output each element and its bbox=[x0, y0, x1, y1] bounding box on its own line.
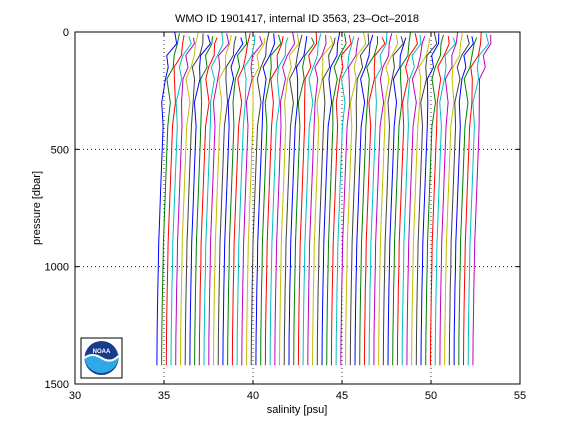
x-tick-label: 30 bbox=[69, 390, 81, 402]
profile-line bbox=[463, 31, 482, 366]
profile-line bbox=[387, 37, 407, 366]
profile-line bbox=[227, 31, 248, 366]
profile-line bbox=[415, 31, 438, 366]
profile-line bbox=[448, 34, 470, 366]
profile-line bbox=[180, 31, 199, 366]
profile-line bbox=[453, 36, 474, 366]
x-axis-label: salinity [psu] bbox=[267, 404, 328, 416]
profile-line bbox=[345, 31, 367, 366]
profile-line bbox=[406, 36, 426, 366]
plot-frame bbox=[74, 31, 521, 385]
profile-line bbox=[297, 31, 318, 366]
profile-line bbox=[340, 37, 360, 366]
x-tick-label: 45 bbox=[336, 390, 348, 402]
y-axis-label: pressure [dbar] bbox=[31, 171, 43, 245]
profile-line bbox=[411, 37, 430, 366]
profile-line bbox=[161, 33, 180, 366]
profile-line bbox=[349, 33, 370, 366]
profile-line bbox=[434, 37, 456, 366]
profile-line bbox=[170, 36, 192, 366]
profile-line bbox=[312, 36, 334, 366]
axis-ticks: 30 35 40 45 50 55 0 500 1000 1500 bbox=[45, 27, 527, 402]
profile-line bbox=[255, 33, 276, 366]
profile-line bbox=[203, 31, 224, 366]
profile-line bbox=[165, 34, 185, 366]
profile-line bbox=[189, 34, 211, 366]
profile-line bbox=[368, 31, 388, 366]
logo-wave-crest bbox=[83, 354, 120, 362]
profile-line bbox=[420, 33, 440, 366]
profile-line bbox=[458, 37, 478, 366]
profile-line bbox=[269, 37, 289, 366]
profile-line bbox=[184, 33, 204, 366]
y-tick-label: 1000 bbox=[45, 262, 69, 274]
profile-line bbox=[198, 37, 218, 366]
profile-line bbox=[444, 33, 463, 366]
profile-line bbox=[373, 33, 393, 366]
x-tick-label: 40 bbox=[247, 390, 259, 402]
profile-line bbox=[217, 36, 237, 366]
profile-line bbox=[392, 31, 411, 366]
profile-line bbox=[156, 31, 178, 366]
profile-line bbox=[288, 36, 308, 366]
profile-line bbox=[279, 33, 300, 366]
y-tick-label: 500 bbox=[51, 144, 69, 156]
profile-line bbox=[430, 36, 450, 366]
profile-lines bbox=[156, 31, 492, 366]
profile-line bbox=[274, 31, 296, 366]
profile-line bbox=[425, 34, 444, 366]
chart-title: WMO ID 1901417, internal ID 3563, 23–Oct… bbox=[175, 13, 419, 25]
noaa-logo: NOAA bbox=[80, 337, 123, 379]
profile-line bbox=[231, 33, 251, 366]
profile-line bbox=[401, 34, 422, 366]
profile-line bbox=[293, 37, 315, 366]
profile-line bbox=[326, 33, 347, 366]
profile-line bbox=[194, 36, 213, 366]
profile-line bbox=[264, 36, 284, 366]
profile-line bbox=[250, 31, 270, 366]
profile-line bbox=[283, 34, 303, 366]
profile-line bbox=[241, 36, 263, 366]
profile-line bbox=[354, 34, 374, 366]
profile-line bbox=[236, 34, 256, 366]
profile-line bbox=[213, 34, 232, 366]
profile-line bbox=[246, 37, 265, 366]
profile-line bbox=[307, 34, 327, 366]
profile-line bbox=[363, 37, 386, 366]
profile-line bbox=[335, 36, 355, 366]
profile-line bbox=[382, 36, 404, 366]
profile-line bbox=[316, 37, 336, 366]
profile-line bbox=[222, 37, 244, 366]
profile-line bbox=[439, 31, 459, 366]
x-tick-label: 35 bbox=[158, 390, 170, 402]
profile-line bbox=[260, 34, 282, 366]
profile-line bbox=[321, 31, 341, 366]
profile-line bbox=[330, 34, 352, 366]
logo-wave bbox=[84, 353, 119, 374]
profile-line bbox=[467, 33, 490, 366]
profile-line bbox=[175, 37, 195, 366]
profile-line bbox=[208, 33, 230, 366]
logo-text: NOAA bbox=[93, 349, 111, 355]
profile-line bbox=[472, 34, 492, 366]
profile-line bbox=[396, 33, 419, 366]
y-tick-label: 1500 bbox=[45, 379, 69, 391]
profile-line bbox=[378, 34, 399, 366]
y-tick-label: 0 bbox=[63, 27, 69, 39]
profile-line bbox=[302, 33, 322, 366]
grid-lines bbox=[75, 32, 520, 384]
x-tick-label: 55 bbox=[514, 390, 526, 402]
x-tick-label: 50 bbox=[425, 390, 437, 402]
profile-line bbox=[359, 36, 378, 366]
